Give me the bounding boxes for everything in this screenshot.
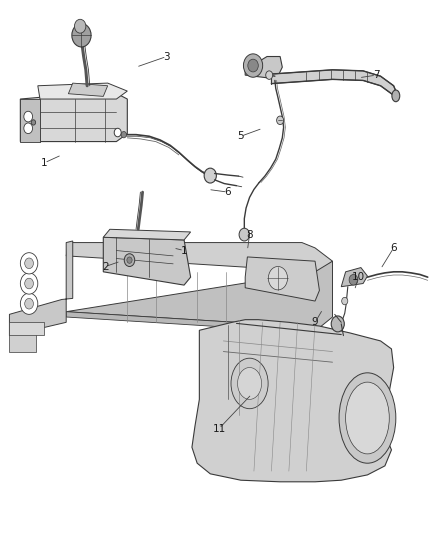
Circle shape <box>74 19 86 33</box>
Polygon shape <box>66 312 319 333</box>
Text: 10: 10 <box>352 272 365 282</box>
Circle shape <box>204 168 216 183</box>
Polygon shape <box>341 268 367 287</box>
Circle shape <box>349 274 358 285</box>
Polygon shape <box>66 243 332 272</box>
Polygon shape <box>66 261 332 328</box>
Text: 2: 2 <box>102 262 109 271</box>
Circle shape <box>244 54 263 77</box>
Polygon shape <box>20 91 127 142</box>
Text: 1: 1 <box>41 158 48 168</box>
Circle shape <box>331 316 344 332</box>
Polygon shape <box>245 257 319 301</box>
Circle shape <box>25 278 33 289</box>
Polygon shape <box>38 83 127 99</box>
Circle shape <box>121 132 127 138</box>
Polygon shape <box>192 320 394 482</box>
Circle shape <box>114 128 121 137</box>
Circle shape <box>25 258 33 269</box>
Text: 6: 6 <box>224 187 231 197</box>
Circle shape <box>31 120 35 125</box>
Polygon shape <box>10 241 73 336</box>
Polygon shape <box>245 56 283 78</box>
Text: 9: 9 <box>312 317 318 327</box>
Polygon shape <box>103 237 191 285</box>
Circle shape <box>20 253 38 274</box>
Polygon shape <box>272 70 396 101</box>
Ellipse shape <box>392 90 400 102</box>
Text: 3: 3 <box>163 52 170 61</box>
Circle shape <box>266 71 273 79</box>
Ellipse shape <box>231 358 268 409</box>
Circle shape <box>127 257 132 263</box>
Text: 6: 6 <box>390 243 397 253</box>
Text: 7: 7 <box>373 70 379 80</box>
Circle shape <box>20 273 38 294</box>
Ellipse shape <box>339 373 396 463</box>
Polygon shape <box>68 83 108 96</box>
Text: 1: 1 <box>181 246 187 255</box>
Circle shape <box>20 293 38 314</box>
Circle shape <box>277 116 284 125</box>
Text: 8: 8 <box>246 230 253 240</box>
Circle shape <box>72 23 91 47</box>
Polygon shape <box>103 229 191 240</box>
Circle shape <box>268 266 288 290</box>
Polygon shape <box>10 333 35 352</box>
Text: 11: 11 <box>212 424 226 434</box>
Text: 5: 5 <box>237 131 244 141</box>
Ellipse shape <box>346 382 389 454</box>
Circle shape <box>248 59 258 72</box>
Circle shape <box>342 297 348 305</box>
Polygon shape <box>10 322 44 335</box>
Circle shape <box>25 298 33 309</box>
Ellipse shape <box>237 368 261 399</box>
Circle shape <box>124 254 135 266</box>
Circle shape <box>24 111 32 122</box>
Polygon shape <box>20 99 40 142</box>
Circle shape <box>24 123 32 134</box>
Circle shape <box>239 228 250 241</box>
